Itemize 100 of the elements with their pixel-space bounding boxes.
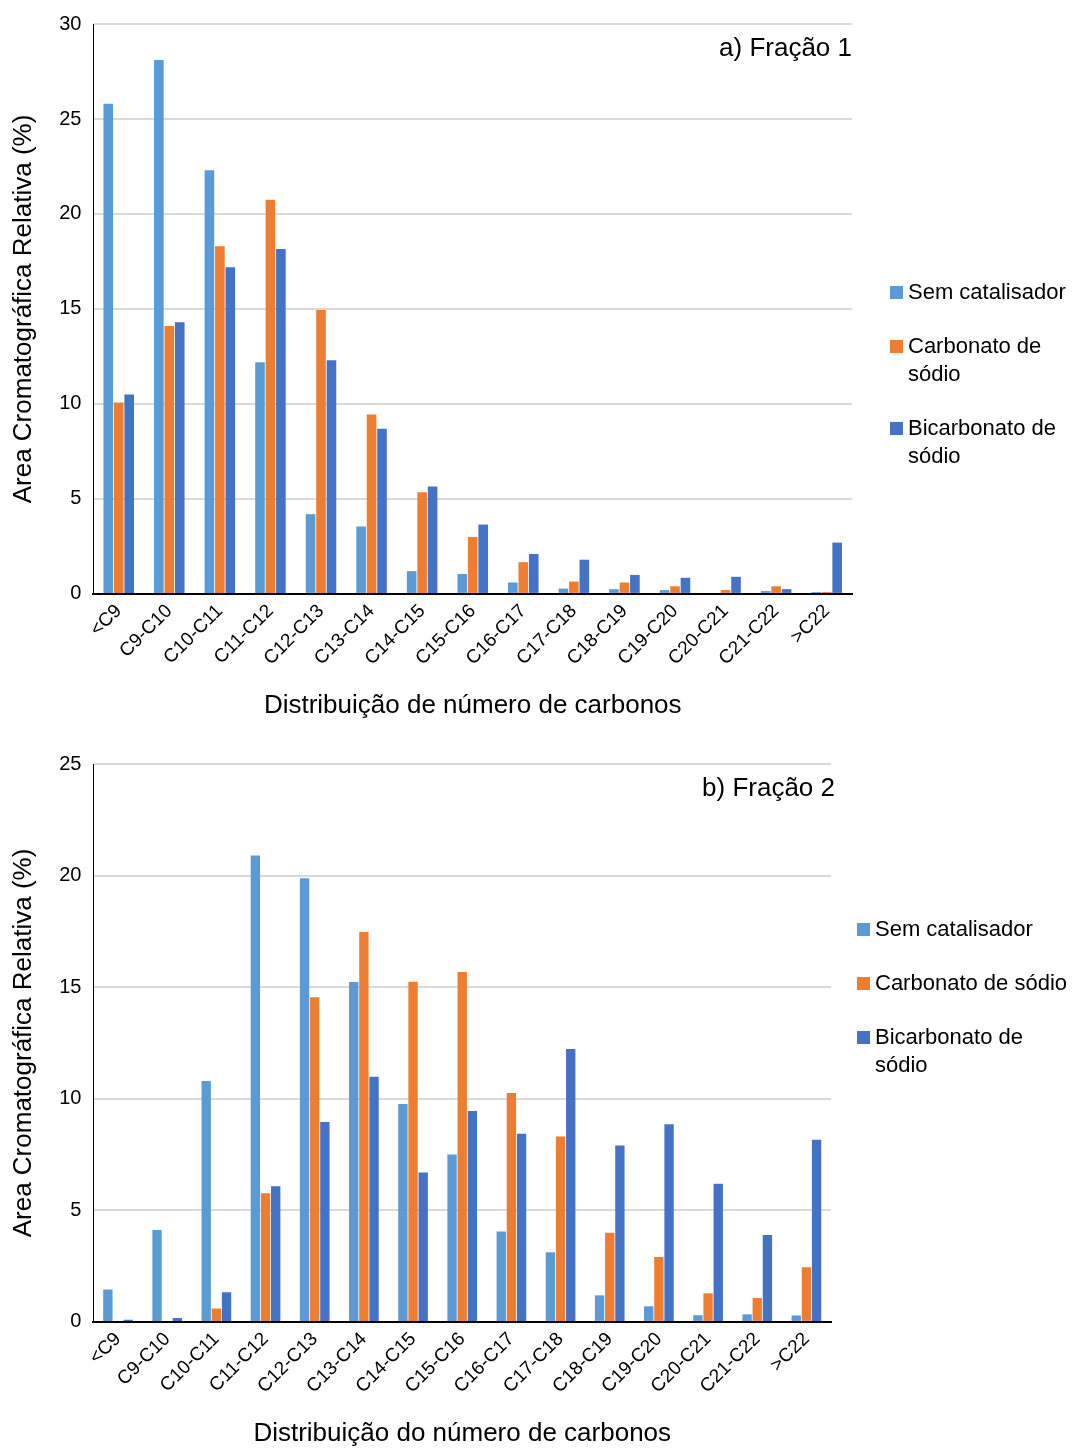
bar [555,1136,566,1321]
bar [609,589,619,593]
bar [359,932,369,1321]
bar [225,267,236,593]
bar [680,577,691,593]
bar [670,586,680,593]
bar [496,1231,506,1321]
bar [791,1315,801,1321]
bar [174,322,185,593]
bar [211,1308,222,1321]
bar [221,1292,232,1321]
y-tick-label: 20 [59,201,82,224]
legend-label: Carbonato de sódio [908,332,1043,388]
y-tick-label: 0 [70,581,82,604]
bar [594,1295,605,1321]
x-axis-title: Distribuição do número de carbonos [253,1416,672,1447]
bar [508,582,518,593]
bar [398,1104,408,1321]
bar [467,1111,478,1321]
bar [447,1154,457,1321]
x-tick-label: <C9 [84,1327,125,1368]
bar [811,1139,822,1321]
bar [215,246,225,593]
bar [693,1315,703,1321]
bar [528,554,539,593]
bar [154,60,164,593]
bar [406,571,417,593]
bar [276,249,286,593]
bar [369,1076,379,1321]
x-axis-title: Distribuição de número de carbonos [263,688,682,719]
bar [349,982,359,1321]
y-tick-label: 5 [70,1197,82,1220]
bar [516,1133,527,1321]
bar [326,360,337,593]
bar [265,199,276,593]
bar [720,590,731,593]
bar [250,855,261,1321]
bar [801,1267,812,1321]
y-tick-label: 10 [59,391,82,414]
bar [255,362,265,593]
bar [299,878,310,1321]
bar [569,581,579,593]
bar [506,1092,517,1321]
bar [457,573,468,593]
y-axis-title: Area Cromatográfica Relativa (%) [6,114,37,504]
legend-label: Bicarbonato de sódio [875,1023,1024,1079]
y-tick-label: 0 [70,1309,82,1332]
chart-title: a) Fração 1 [719,32,852,63]
y-tick-label: 15 [59,974,82,997]
legend-label: Sem catalisador [875,915,1033,943]
bar [305,514,316,593]
bar [103,103,114,593]
bar [124,394,134,593]
legend-label: Sem catalisador [908,278,1066,306]
bar [832,542,842,593]
bar [204,170,215,593]
bar [664,1124,674,1321]
bar [771,586,781,593]
y-tick-label: 15 [59,296,82,319]
chart-title: b) Fração 2 [702,772,835,803]
bar [152,1229,162,1321]
y-tick-label: 25 [59,751,82,774]
bar [366,414,377,593]
bar [310,997,320,1321]
bar [103,1289,113,1321]
y-axis-title: Area Cromatográfica Relativa (%) [6,848,37,1238]
bar [377,428,387,593]
bar [260,1193,271,1321]
bar [271,1186,281,1321]
bar [356,526,366,593]
bar [113,402,124,593]
bar [731,576,741,593]
bar [427,486,438,593]
x-tick-label: <C9 [85,599,126,640]
y-tick-label: 30 [59,11,82,34]
bar [457,971,467,1321]
bar [518,562,529,593]
bar [316,309,326,593]
bar [659,590,670,593]
bar [742,1314,752,1321]
bar [566,1048,576,1321]
bar [172,1317,183,1321]
bar [713,1183,723,1321]
bar [781,589,792,593]
bar [752,1298,762,1321]
bar [605,1232,615,1321]
bar [478,524,488,593]
bar [320,1121,330,1321]
legend-label: Bicarbonato de sódio [908,414,1057,470]
bar [579,559,590,593]
bar [644,1306,654,1321]
bar [703,1293,713,1321]
y-tick-label: 25 [59,106,82,129]
bar [545,1252,556,1321]
bar [467,536,478,593]
y-tick-label: 5 [70,486,82,509]
bar [201,1080,211,1321]
bar [164,326,175,593]
bar [418,1172,428,1321]
bar [654,1256,664,1321]
